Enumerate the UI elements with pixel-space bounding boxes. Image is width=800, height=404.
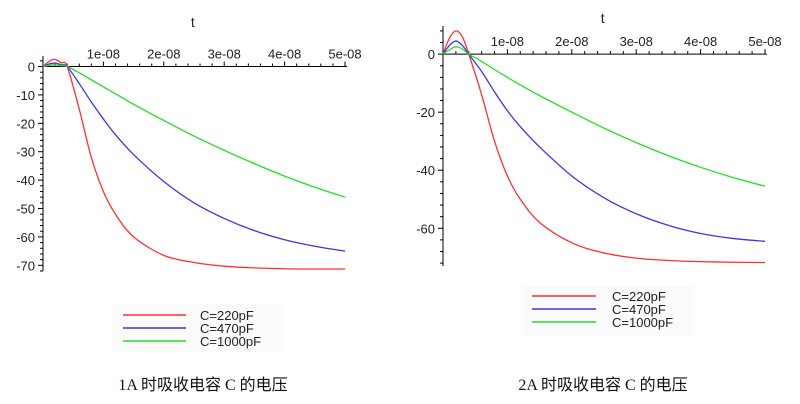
x-tick-label: 2e-08 [555,34,588,49]
legend-label: C=470pF [200,321,254,336]
y-tick-label: -60 [16,230,35,245]
y-tick-label: -20 [16,116,35,131]
x-tick-label: 1e-08 [87,47,120,62]
x-tick-label: 4e-08 [268,47,301,62]
y-tick-label: -20 [416,105,435,120]
series-line-c-220pf [42,58,346,270]
series-line-c-470pf [42,62,346,252]
x-tick-label: 3e-08 [620,34,653,49]
series-line-c-1000pf [42,64,346,198]
chart-1a: 1e-08 2e-08 3e-08 4e-08 5e-08 t 0 -10 -20 -30 -40 -… [16,14,361,394]
x-tick-label: 1e-08 [491,34,524,49]
figure-caption: 1A 时吸收电容 C 的电压 [118,376,287,394]
legend-label: C=220pF [612,289,666,304]
legend-label: C=470pF [612,302,666,317]
y-tick-label: -70 [16,258,35,273]
x-tick-label: 5e-08 [748,34,781,49]
x-tick-label: 2e-08 [147,47,180,62]
y-tick-label: -40 [16,173,35,188]
legend-label: C=220pF [200,308,254,323]
x-tick-label: 5e-08 [328,47,361,62]
legend-label: C=1000pF [612,315,673,330]
legend-box [523,286,693,336]
x-axis-label: t [191,14,195,30]
y-tick-label: -60 [416,221,435,236]
series-line-c-470pf [442,40,766,242]
y-tick-label: 0 [428,47,435,62]
series-line-c-1000pf [442,46,766,187]
y-tick-label: 0 [28,60,35,75]
y-tick-label: -30 [16,145,35,160]
series-line-c-220pf [442,30,766,264]
y-tick-label: -40 [416,163,435,178]
figure-caption: 2A 时吸收电容 C 的电压 [518,376,687,394]
x-tick-label: 4e-08 [684,34,717,49]
y-tick-label: -50 [16,202,35,217]
y-tick-label: -10 [16,88,35,103]
chart-2a: 1e-08 2e-08 3e-08 4e-08 5e-08 t 0 -20 -40 -60 C=22… [416,10,781,394]
legend-label: C=1000pF [200,334,261,349]
x-axis-label: t [601,10,605,26]
x-tick-label: 3e-08 [208,47,241,62]
